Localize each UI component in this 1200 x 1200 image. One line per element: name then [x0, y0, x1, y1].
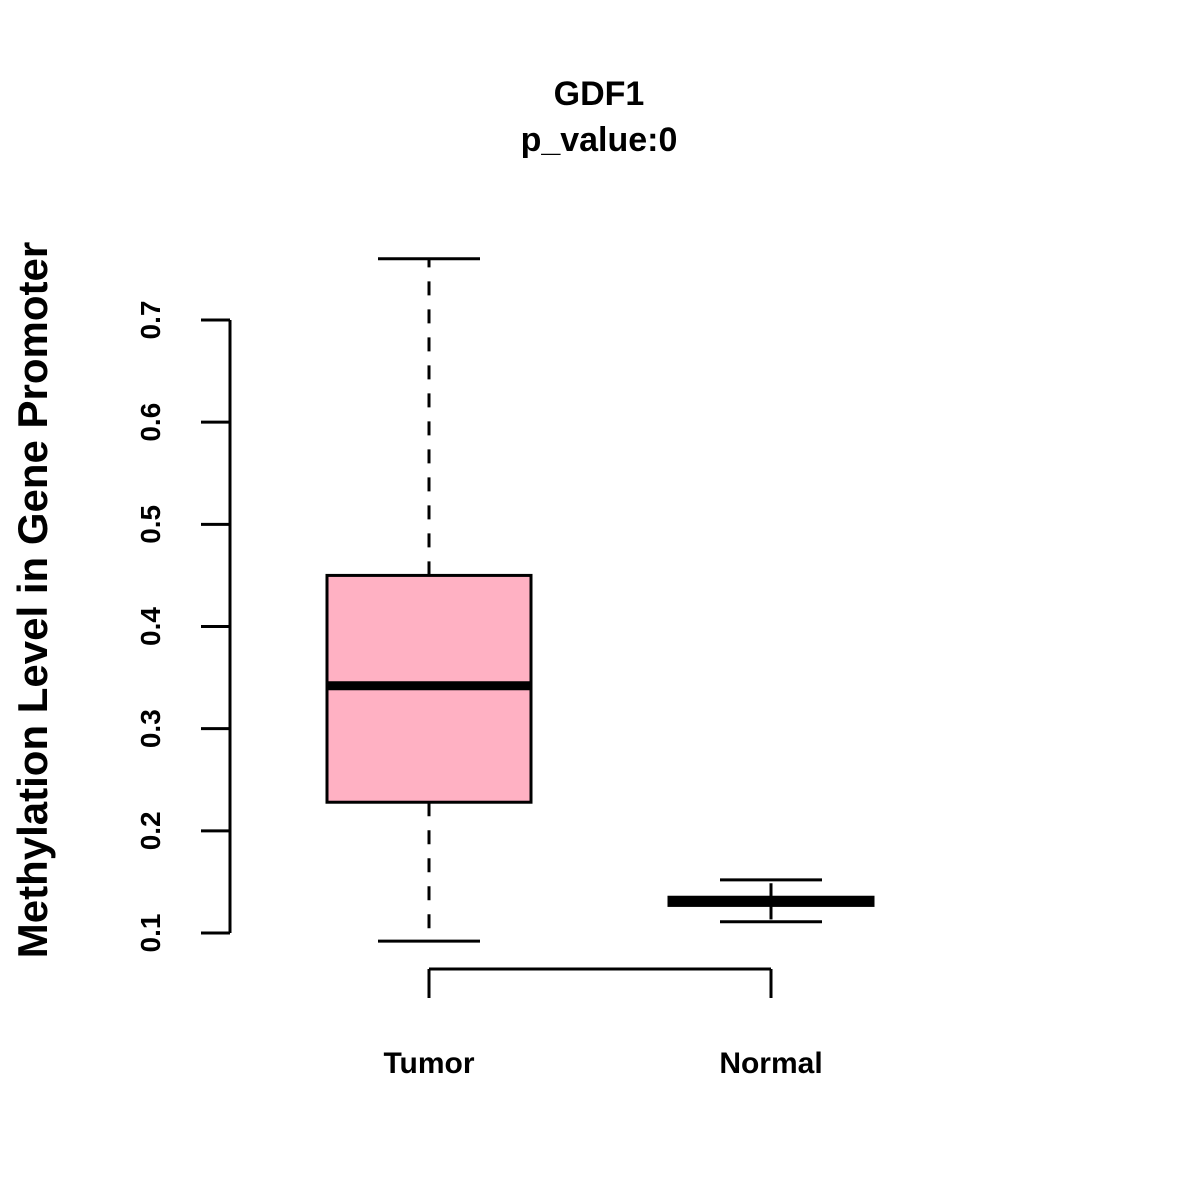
y-tick-label: 0.1 — [135, 914, 166, 953]
box-tumor — [325, 257, 533, 943]
y-tick-label: 0.5 — [135, 505, 166, 544]
y-tick-label: 0.3 — [135, 709, 166, 748]
x-category-label: Tumor — [383, 1047, 474, 1080]
y-tick-label: 0.7 — [135, 301, 166, 340]
x-category-label: Normal — [719, 1047, 822, 1080]
y-tick-label: 0.4 — [135, 607, 166, 646]
boxes — [325, 257, 875, 943]
y-axis-label: Methylation Level in Gene Promoter — [9, 242, 56, 958]
chart-subtitle: p_value:0 — [521, 121, 678, 159]
comparison-bracket — [427, 967, 773, 998]
box-normal — [667, 878, 875, 924]
y-tick-label: 0.2 — [135, 811, 166, 850]
y-tick-label: 0.6 — [135, 403, 166, 442]
x-category-labels: Tumor Normal — [383, 1047, 822, 1080]
chart-title: GDF1 — [554, 75, 645, 113]
y-axis: 0.1 0.2 0.3 0.4 0.5 0.6 0.7 — [135, 301, 232, 953]
